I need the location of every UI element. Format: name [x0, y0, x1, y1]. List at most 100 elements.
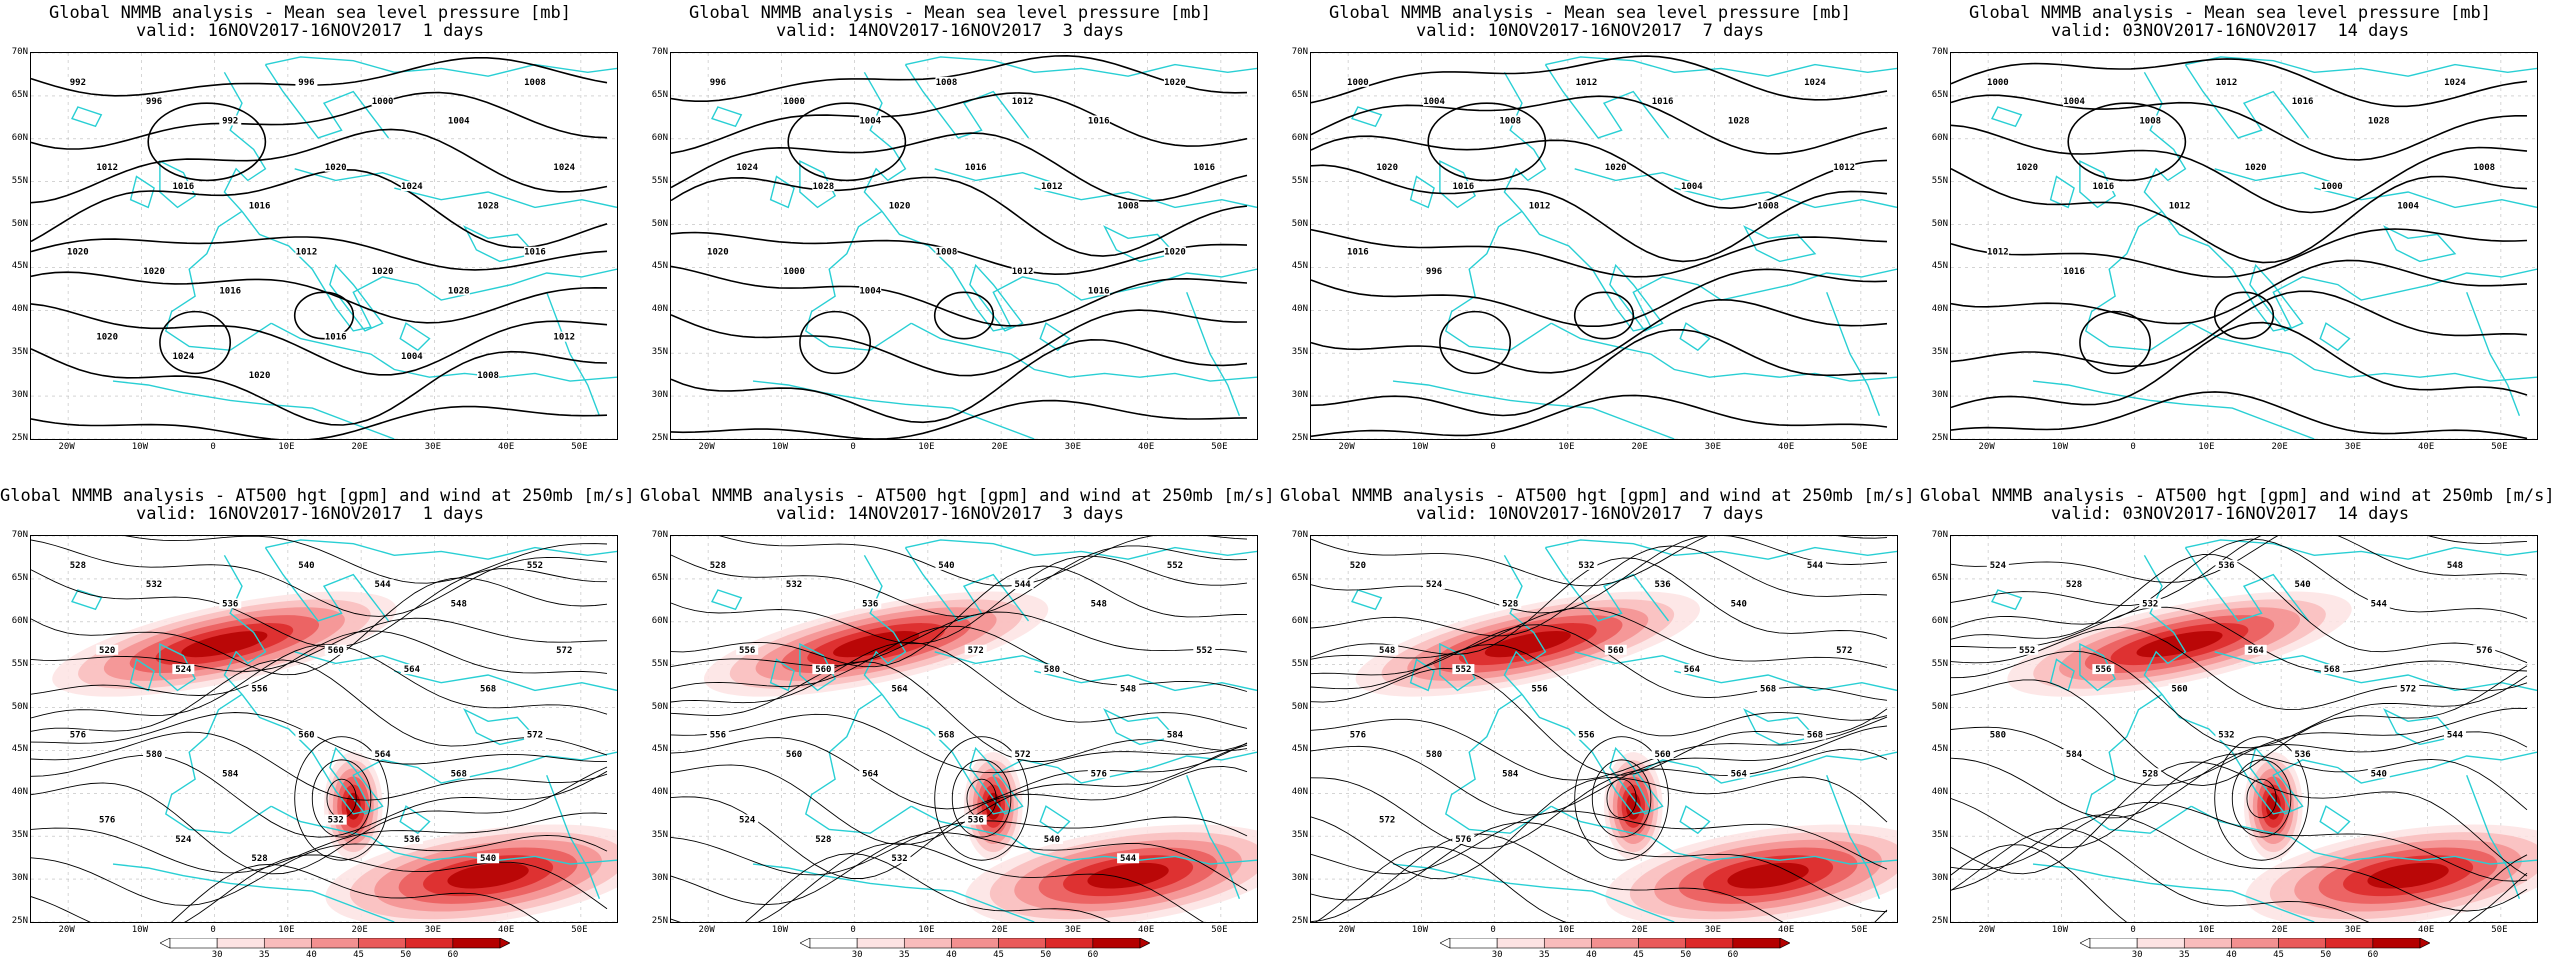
contour-label-bg [888, 853, 911, 864]
contour-label: 1016 [2063, 267, 2085, 277]
contour-label: 1016 [325, 333, 347, 343]
wind-shade-band [1727, 862, 1809, 889]
contour-label: 524 [739, 816, 756, 826]
lon-tick-label: 30E [1064, 442, 1081, 452]
isoline [1951, 536, 2528, 583]
colorbar-swatch [1685, 937, 1734, 949]
isoline [31, 766, 608, 875]
colorbar-tick-label: 45 [1633, 950, 1644, 958]
contour-label-bg [1986, 729, 2009, 740]
lon-tick-label: 10W [131, 442, 148, 452]
contour-label-bg [1087, 115, 1110, 126]
contour-label: 1020 [249, 371, 271, 381]
contours [31, 536, 608, 922]
contour-label: 580 [1426, 750, 1442, 760]
lat-tick-label: 40N [651, 787, 668, 798]
contour-label: 1000 [1347, 78, 1369, 88]
contour-label: 1028 [477, 201, 499, 211]
lat-tick-label: 65N [11, 89, 28, 100]
closed-contour [293, 291, 355, 340]
contour-label-bg [1011, 266, 1034, 277]
contour-label-bg [1727, 115, 1750, 126]
isoline [1315, 846, 1888, 922]
contour-label: 996 [298, 78, 314, 88]
lat-tick-label: 40N [1931, 787, 1948, 798]
coastline [1545, 539, 1897, 560]
colorbar-tick-label: 45 [2273, 950, 2284, 958]
wind-shade-band [2136, 630, 2223, 658]
coastline [1550, 322, 1897, 382]
contour-label: 564 [862, 769, 879, 779]
isoline [1311, 95, 1888, 155]
contour-label-bg [1651, 96, 1674, 107]
contour-label-bg [1346, 729, 1369, 740]
isoline [31, 405, 608, 439]
isoline [671, 832, 1248, 906]
panel-valid-line: valid: 14NOV2017-16NOV2017 3 days [776, 21, 1124, 41]
lon-tick-label: 50E [2491, 925, 2508, 935]
coastline [71, 589, 103, 611]
isoline [31, 91, 608, 150]
lat-tick-label: 60N [1931, 615, 1948, 626]
colorbar-swatch [1092, 937, 1141, 949]
contour-label: 560 [328, 646, 344, 656]
coastline [1039, 805, 1071, 835]
map-panel-msl-14: Global NMMB analysis - Mean sea level pr… [1920, 4, 2540, 474]
coastline [129, 658, 155, 692]
colorbar-wrap: 30 35 40 45 50 60 [1439, 937, 1791, 960]
coastline [1351, 589, 1383, 611]
colorbar-end [499, 937, 511, 949]
contour-label-bg [143, 579, 166, 590]
panel-valid-line: valid: 16NOV2017-16NOV2017 1 days [136, 21, 484, 41]
contour-label: 1020 [1164, 78, 1186, 88]
isoline [744, 853, 1111, 922]
contour-label-bg [219, 598, 242, 609]
colorbar-tick-label: 40 [2226, 950, 2237, 958]
lon-tick-label: 10W [2051, 442, 2068, 452]
lon-tick-label: 20E [351, 925, 368, 935]
contour-label: 1008 [524, 78, 546, 88]
contour-label-bg [477, 370, 500, 381]
closed-contour [1574, 736, 1669, 861]
contour-label-bg [1040, 833, 1063, 844]
contour-label: 1020 [889, 201, 911, 211]
colorbar-tick-label: 30 [2132, 950, 2143, 958]
contour-label-bg [400, 181, 423, 192]
isoline [31, 630, 608, 696]
lat-tick-label: 60N [1291, 615, 1308, 626]
map-svg: 520 524 528 532 536 540 544 548 552 556 560 564 568 5… [1311, 536, 1897, 922]
contour-label-bg [1163, 246, 1186, 257]
coastline [2214, 168, 2339, 185]
contour-label-bg [371, 266, 394, 277]
isoline [1311, 833, 1784, 922]
contour-label-bg [248, 370, 271, 381]
panel-title-line: Global NMMB analysis - Mean sea level pr… [1329, 3, 1851, 23]
contour-label-bg [66, 246, 89, 257]
isoline [671, 399, 1248, 439]
wind-shade-band [1484, 630, 1571, 658]
isoline [31, 834, 608, 906]
colorbar-swatch [2372, 937, 2421, 949]
colorbar-tick-label: 50 [2320, 950, 2331, 958]
contour-label-bg [2092, 181, 2115, 192]
colorbar-tick-label: 30 [852, 950, 863, 958]
contour-label: 560 [2171, 684, 2187, 694]
coastline [799, 642, 837, 692]
contour-label-bg [324, 644, 347, 655]
isoline [31, 348, 608, 426]
isoline [31, 57, 608, 97]
contour-label-bg [964, 814, 987, 825]
coastline [1574, 168, 1699, 185]
isoline [671, 309, 1248, 377]
contour-label: 1016 [2093, 182, 2115, 192]
lon-tick-label: 30E [2344, 925, 2361, 935]
map-svg: 1000 1004 1008 1012 1016 1028 1024 1020 1016 1012… [1951, 53, 2537, 439]
colorbar-wrap: 30 35 40 45 50 60 [2079, 937, 2431, 960]
contour-label-bg [1680, 664, 1703, 675]
isoline [1311, 557, 1888, 658]
contour-label-bg [783, 579, 806, 590]
closed-contour [1606, 778, 1637, 819]
contour-label: 552 [527, 561, 543, 571]
coastline [2032, 863, 2315, 922]
coastline [2084, 210, 2192, 351]
